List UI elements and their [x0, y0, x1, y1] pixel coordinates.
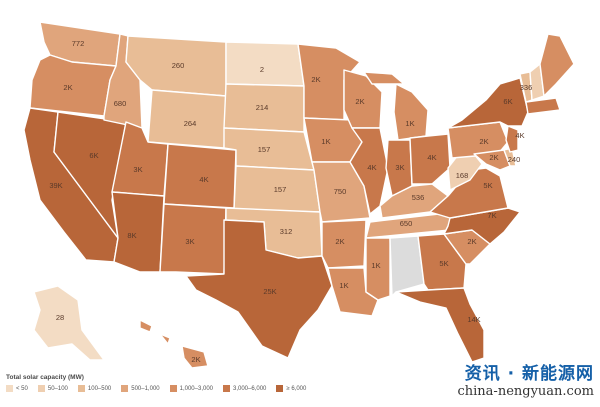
label-pa: 2K — [479, 137, 488, 146]
legend-item: < 50 — [6, 385, 28, 392]
label-ms: 1K — [371, 261, 380, 270]
state-or — [29, 54, 117, 117]
label-az: 8K — [127, 231, 136, 240]
label-de: 240 — [508, 155, 521, 164]
label-nd: 2 — [260, 65, 264, 74]
legend-label: 3,000–6,000 — [233, 385, 267, 392]
label-ca: 39K — [49, 181, 62, 190]
label-tx: 25K — [263, 287, 276, 296]
label-il: 4K — [367, 163, 376, 172]
legend-row: < 50 50–100 100–500 500–1,000 1,000–3,00… — [6, 385, 326, 392]
legend-label: 50–100 — [47, 385, 68, 392]
state-labels: 772 2K 39K 6K 680 260 264 3K 8K 4K 3K 2 … — [49, 39, 532, 364]
label-ia: 1K — [321, 137, 330, 146]
legend-item: ≥ 6,000 — [276, 385, 306, 392]
label-md: 2K — [489, 153, 498, 162]
legend-label: 500–1,000 — [131, 385, 160, 392]
label-ky: 536 — [412, 193, 425, 202]
state-ny — [447, 77, 529, 129]
label-oh: 4K — [427, 153, 436, 162]
state-az — [111, 191, 165, 273]
legend-swatch — [6, 385, 13, 392]
state-fl — [395, 287, 485, 363]
label-sc: 2K — [467, 237, 476, 246]
legend-swatch — [169, 385, 177, 392]
state-me — [539, 33, 575, 97]
label-ne: 157 — [258, 145, 271, 154]
legend: Total solar capacity (MW) < 50 50–100 10… — [6, 374, 326, 404]
legend-title: Total solar capacity (MW) — [6, 374, 84, 381]
label-or: 2K — [63, 83, 72, 92]
label-mt: 260 — [172, 61, 185, 70]
legend-swatch — [223, 385, 230, 392]
legend-item: 3,000–6,000 — [223, 385, 266, 392]
label-sd: 214 — [256, 103, 269, 112]
label-in: 3K — [395, 163, 404, 172]
state-ak — [33, 285, 105, 361]
label-id: 680 — [114, 99, 127, 108]
legend-label: < 50 — [16, 385, 28, 392]
label-nv: 6K — [89, 151, 98, 160]
legend-item: 1,000–3,000 — [169, 385, 213, 392]
label-mi: 1K — [405, 119, 414, 128]
label-nj: 4K — [515, 131, 524, 140]
label-hi: 2K — [191, 355, 200, 364]
legend-item: 100–500 — [77, 385, 112, 392]
watermark-cn: 资讯 · 新能源网 — [464, 364, 594, 384]
label-ut: 3K — [133, 165, 142, 174]
watermark-en: china-nengyuan.com — [457, 384, 595, 399]
label-wy: 264 — [184, 119, 197, 128]
label-ks: 157 — [274, 185, 287, 194]
state-tx — [185, 219, 333, 359]
legend-label: 100–500 — [87, 385, 112, 392]
state-nj — [505, 125, 519, 153]
legend-label: ≥ 6,000 — [286, 385, 307, 392]
legend-swatch — [37, 385, 45, 392]
state-hi — [139, 319, 209, 369]
label-ny: 6K — [503, 97, 512, 106]
states-layer — [23, 21, 575, 369]
label-la: 1K — [339, 281, 348, 290]
state-il — [349, 127, 389, 215]
legend-item: 500–1,000 — [121, 385, 160, 392]
label-ga: 5K — [439, 259, 448, 268]
state-ar — [321, 219, 367, 269]
label-wv: 168 — [456, 171, 469, 180]
legend-swatch — [77, 385, 85, 392]
label-nc: 7K — [487, 211, 496, 220]
legend-swatch — [121, 385, 129, 392]
label-ar: 2K — [335, 237, 344, 246]
label-wi: 2K — [355, 97, 364, 106]
state-ma — [525, 97, 561, 115]
legend-label: 1,000–3,000 — [179, 385, 213, 392]
label-tn: 650 — [400, 219, 413, 228]
label-wa: 772 — [72, 39, 85, 48]
state-al — [389, 235, 425, 297]
label-vt: 336 — [520, 83, 533, 92]
state-ms — [365, 237, 391, 301]
state-nc — [443, 207, 521, 245]
label-mo: 750 — [334, 187, 347, 196]
watermark: 资讯 · 新能源网 china-nengyuan.com — [414, 359, 595, 403]
state-ky — [379, 183, 449, 219]
state-md — [473, 149, 511, 171]
state-la — [327, 267, 379, 317]
state-nm — [159, 203, 227, 275]
label-fl: 14K — [467, 315, 480, 324]
state-nd — [225, 41, 305, 87]
label-co: 4K — [199, 175, 208, 184]
label-nm: 3K — [185, 237, 194, 246]
legend-item: 50–100 — [37, 385, 68, 392]
label-mn: 2K — [311, 75, 320, 84]
legend-swatch — [276, 385, 284, 392]
label-ak: 28 — [56, 313, 64, 322]
label-va: 5K — [483, 181, 492, 190]
label-ok: 312 — [280, 227, 293, 236]
